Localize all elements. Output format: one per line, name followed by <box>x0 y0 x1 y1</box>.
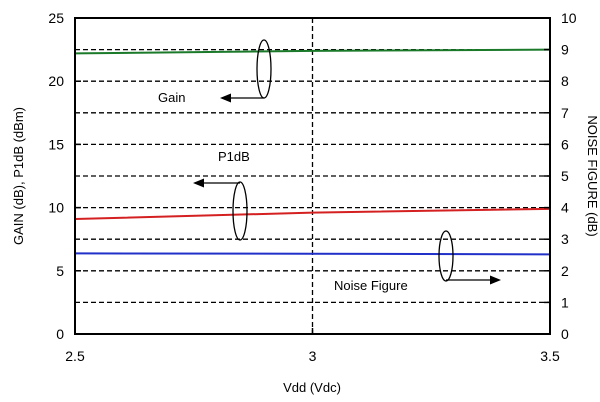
y2-tick-label: 9 <box>561 42 569 58</box>
gain-ellipse <box>256 39 272 99</box>
y2-tick-labels: 0 1 2 3 4 5 6 7 8 9 10 <box>561 10 577 342</box>
y-tick-label: 10 <box>48 200 64 216</box>
y2-tick-label: 8 <box>561 73 569 89</box>
p1db-annotation: P1dB <box>193 149 250 241</box>
y-tick-label: 0 <box>56 326 64 342</box>
series-line-noise-figure <box>74 252 551 256</box>
gain-label: Gain <box>158 90 185 105</box>
y2-tick-label: 6 <box>561 136 569 152</box>
y2-tick-label: 5 <box>561 168 569 184</box>
gain-annotation: Gain <box>158 39 272 105</box>
y-tick-label: 15 <box>48 136 64 152</box>
y2-tick-label: 2 <box>561 263 569 279</box>
y-tick-label: 25 <box>48 10 64 26</box>
noise-figure-ellipse <box>438 230 454 282</box>
y2-tick-label: 0 <box>561 326 569 342</box>
x-axis-label: Vdd (Vdc) <box>283 380 341 395</box>
y-tick-label: 5 <box>56 263 64 279</box>
y-tick-labels: 0 5 10 15 20 25 <box>48 10 64 342</box>
noise-figure-label: Noise Figure <box>334 278 408 293</box>
y-tick-label: 20 <box>48 73 64 89</box>
gain-arrowhead <box>220 93 231 103</box>
y2-tick-label: 10 <box>561 10 577 26</box>
noise-figure-arrowhead <box>490 275 501 285</box>
y2-tick-label: 3 <box>561 231 569 247</box>
series-lines <box>74 48 551 256</box>
series-line-p1db <box>74 207 551 220</box>
y-axis-label: GAIN (dB), P1dB (dBm) <box>11 107 26 245</box>
x-tick-label: 2.5 <box>65 348 85 364</box>
x-tick-labels: 2.5 3 3.5 <box>65 348 560 364</box>
x-tick-label: 3 <box>309 348 317 364</box>
ticks <box>74 17 551 335</box>
y2-tick-label: 4 <box>561 200 569 216</box>
grid <box>75 18 550 334</box>
y2-tick-label: 7 <box>561 105 569 121</box>
noise-figure-annotation: Noise Figure <box>334 230 501 293</box>
p1db-label: P1dB <box>218 149 250 164</box>
y2-axis-label: NOISE FIGURE (dB) <box>585 115 600 236</box>
p1db-ellipse <box>232 181 248 241</box>
p1db-arrowhead <box>193 178 204 188</box>
y2-tick-label: 1 <box>561 294 569 310</box>
series-line-gain <box>74 48 551 55</box>
x-tick-label: 3.5 <box>540 348 560 364</box>
